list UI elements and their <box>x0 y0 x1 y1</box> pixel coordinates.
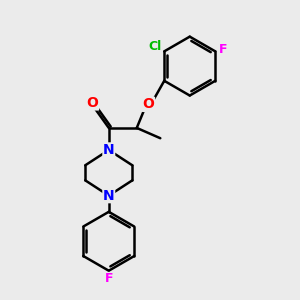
Text: F: F <box>219 44 228 56</box>
Text: O: O <box>142 98 154 111</box>
Text: Cl: Cl <box>149 40 162 52</box>
Text: O: O <box>87 96 98 110</box>
Text: N: N <box>103 143 115 157</box>
Text: N: N <box>103 189 115 202</box>
Text: F: F <box>104 272 113 286</box>
